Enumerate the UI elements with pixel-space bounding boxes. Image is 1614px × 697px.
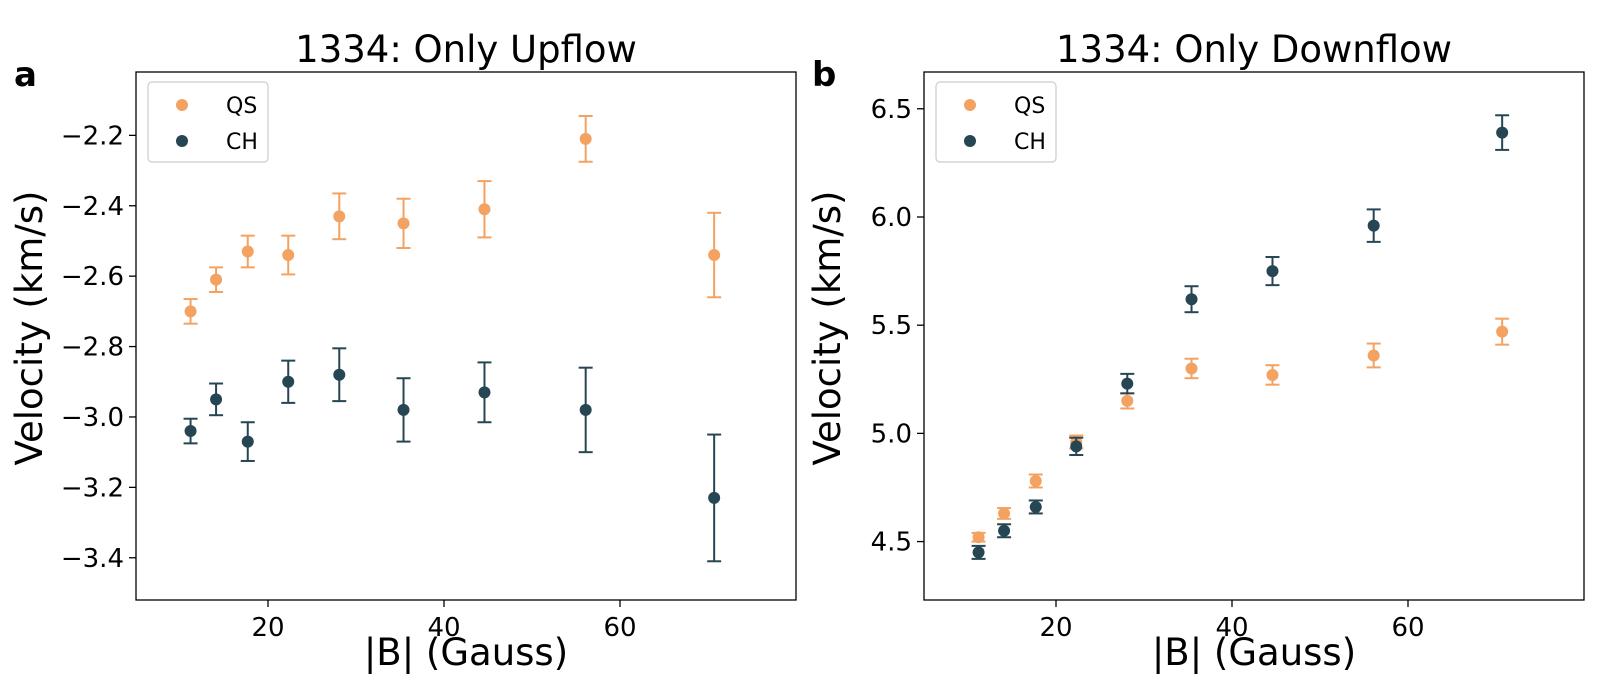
qs-data-point	[1185, 362, 1198, 375]
y-tick-label: −3.0	[61, 403, 124, 433]
x-tick-label: 40	[1215, 613, 1248, 643]
qs-data-point	[1029, 474, 1042, 487]
legend-label-qs: QS	[1014, 94, 1045, 119]
y-tick-label: −3.2	[61, 473, 124, 503]
y-tick-label: −2.2	[61, 121, 124, 151]
legend-marker-ch	[964, 135, 976, 147]
panel-b-x-axis-label: |B| (Gauss)	[1152, 631, 1356, 674]
qs-data-point	[998, 507, 1011, 520]
ch-data-point	[1070, 440, 1083, 453]
axes-frame	[135, 71, 797, 601]
qs-data-point	[397, 217, 410, 230]
y-tick-label: 4.5	[871, 528, 912, 558]
y-tick-label: −2.6	[61, 262, 124, 292]
ch-data-point	[708, 491, 721, 504]
legend-marker-qs	[964, 99, 976, 111]
ch-data-point	[998, 524, 1011, 537]
qs-data-point	[210, 273, 223, 286]
qs-data-point	[478, 203, 491, 216]
ch-data-point	[210, 393, 223, 406]
ch-data-point	[972, 546, 985, 559]
ch-data-point	[1266, 265, 1279, 278]
qs-data-point	[1266, 368, 1279, 381]
qs-data-point	[282, 249, 295, 262]
ch-data-point	[282, 375, 295, 388]
panel-b-letter: b	[812, 55, 836, 95]
legend-label-ch: CH	[1014, 130, 1046, 155]
ch-data-point	[1185, 293, 1198, 306]
qs-data-point	[333, 210, 346, 223]
y-tick-label: 6.5	[871, 95, 912, 125]
x-tick-label: 40	[427, 613, 460, 643]
y-tick-label: 5.5	[871, 311, 912, 341]
qs-data-point	[241, 245, 254, 258]
panel-a-y-axis-label: Velocity (km/s)	[8, 191, 51, 466]
ch-data-point	[1367, 219, 1380, 232]
ch-data-point	[333, 368, 346, 381]
ch-data-point	[1029, 500, 1042, 513]
y-tick-label: −2.4	[61, 192, 124, 222]
ch-data-point	[397, 403, 410, 416]
x-tick-label: 20	[251, 613, 284, 643]
x-tick-label: 60	[1391, 613, 1424, 643]
panel-a-letter: a	[14, 55, 37, 95]
panel-b-title: 1334: Only Downflow	[1056, 28, 1452, 71]
qs-data-point	[708, 249, 721, 262]
panel-a: a 1334: Only Upflow 20 40 60 −3.4 −3.2 −3.0 −2…	[8, 28, 797, 674]
qs-data-point	[1121, 394, 1134, 407]
y-tick-label: 6.0	[871, 203, 912, 233]
legend-marker-qs	[176, 99, 188, 111]
ch-data-point	[1121, 377, 1134, 390]
legend-marker-ch	[176, 135, 188, 147]
ch-data-point	[478, 386, 491, 399]
panel-a-x-axis-label: |B| (Gauss)	[364, 631, 568, 674]
qs-data-point	[184, 305, 197, 318]
qs-data-point	[579, 132, 592, 145]
y-tick-label: −3.4	[61, 544, 124, 574]
y-tick-label: 5.0	[871, 419, 912, 449]
ch-data-point	[579, 403, 592, 416]
qs-data-point	[1367, 349, 1380, 362]
axes-frame	[923, 71, 1585, 601]
panel-a-title: 1334: Only Upflow	[295, 28, 637, 71]
ch-data-point	[184, 425, 197, 438]
panel-b: b 1334: Only Downflow 20 40 60 4.5 5.0 5.5 6.0…	[806, 28, 1585, 674]
ch-data-point	[241, 435, 254, 448]
ch-data-point	[1496, 126, 1509, 139]
panel-a-plot-area: 20 40 60 −3.4 −3.2 −3.0 −2.8 −2.6 −2.4 −2.2 QS CH	[61, 71, 797, 643]
x-tick-label: 20	[1039, 613, 1072, 643]
panel-b-y-axis-label: Velocity (km/s)	[806, 191, 849, 466]
qs-data-point	[1496, 325, 1509, 338]
y-tick-label: −2.8	[61, 333, 124, 363]
legend-label-qs: QS	[226, 94, 257, 119]
legend-label-ch: CH	[226, 130, 258, 155]
panel-b-plot-area: 20 40 60 4.5 5.0 5.5 6.0 6.5 QS CH	[871, 71, 1585, 643]
qs-data-point	[972, 531, 985, 544]
x-tick-label: 60	[603, 613, 636, 643]
